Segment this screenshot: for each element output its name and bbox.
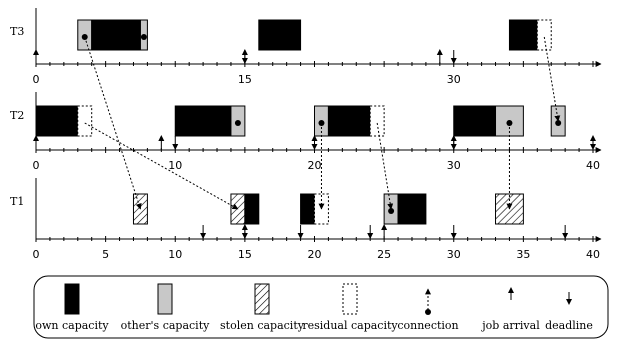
axis-tick-label: 5 [102,248,109,261]
legend-others-swatch [157,283,173,315]
axis-tick-label: 0 [33,73,40,86]
legend-residual-swatch [342,283,358,315]
axis-tick-label: 0 [33,159,40,172]
own-capacity-block [327,105,371,137]
legend-item-residual: residual capacity [302,283,398,332]
connection-dot [234,120,241,126]
job-arrival-arrowhead [381,224,388,230]
legend-stolen-swatch [254,283,270,315]
legend-label: deadline [545,319,593,332]
axis-tick-label: 20 [308,159,322,172]
task-label: T1 [10,195,24,208]
axis-tick-label: 10 [168,159,182,172]
deadline-arrowhead [241,58,248,64]
job-arrival-arrowhead [33,135,39,141]
axis-tick-label: 35 [516,248,530,261]
legend-item-connection: connection [397,288,459,332]
axis-tick-label: 40 [586,248,600,261]
axis-tick-label: 25 [377,248,391,261]
axis-tick-label: 15 [238,73,252,86]
connection-arrow [376,122,394,210]
legend-label: connection [397,319,458,332]
legend-item-own: own capacity [35,283,109,332]
deadline-arrowhead [311,144,318,150]
axis-tick-label: 30 [447,73,461,86]
axis-tick-label: 15 [238,248,252,261]
own-capacity-block [300,193,316,225]
residual-capacity-block [77,105,93,137]
legend-item-stolen: stolen capacity [220,283,305,332]
deadline-arrowhead [172,144,179,150]
task-label: T3 [10,25,24,38]
task-row-t2: T2 0 10 20 30 40 [10,92,602,172]
deadline-arrowhead [450,144,457,150]
axis-tick-label: 40 [586,159,600,172]
task-label: T2 [10,109,24,122]
axis-tick-label: 0 [33,248,40,261]
deadline-arrowhead [590,144,596,150]
legend-item-others: other's capacity [121,283,210,332]
axis-tick-label: 30 [447,159,461,172]
residual-capacity-block [369,105,385,137]
axis-tick-label: 30 [447,248,461,261]
own-capacity-block [91,19,141,51]
legend-deadline-head [566,299,572,305]
own-capacity-block [244,193,260,225]
task-row-t1: T1 0 5 10 15 20 25 30 35 40 [10,178,602,261]
legend-item-arrival: job arrival [480,287,540,332]
legend-label: job arrival [480,319,540,332]
deadline-arrowhead [450,58,457,64]
job-arrival-arrowhead [436,49,443,55]
deadline-arrowhead [450,233,457,239]
task-row-t3: T3 0 15 30 [10,8,602,86]
legend-label: own capacity [35,319,109,332]
legend-connection-dot [425,309,431,315]
job-arrival-arrowhead [33,49,39,55]
own-capacity-block [397,193,427,225]
deadline-arrowhead [200,233,207,239]
legend-label: residual capacity [302,319,398,332]
deadline-arrowhead [241,233,248,239]
legend-own-swatch [64,283,80,315]
axis-tick-label: 10 [168,248,182,261]
deadline-arrowhead [297,233,304,239]
axis-tick-label: 20 [308,248,322,261]
legend-arrival-head [508,287,514,293]
connection-arrow [84,122,239,210]
own-capacity-block [453,105,497,137]
own-capacity-block [35,105,79,137]
legend-box [33,275,609,339]
connection-arrow [84,36,142,210]
deadline-arrowhead [562,233,569,239]
connection-dot [140,34,147,40]
legend-label: stolen capacity [220,319,305,332]
own-capacity-block [174,105,232,137]
legend-item-deadline: deadline [545,292,593,332]
own-capacity-block [508,19,538,51]
connection-dot [388,208,395,214]
legend-label: other's capacity [121,319,210,332]
residual-capacity-block [536,19,552,51]
own-capacity-block [258,19,302,51]
job-arrival-arrowhead [158,135,165,141]
deadline-arrowhead [367,233,374,239]
